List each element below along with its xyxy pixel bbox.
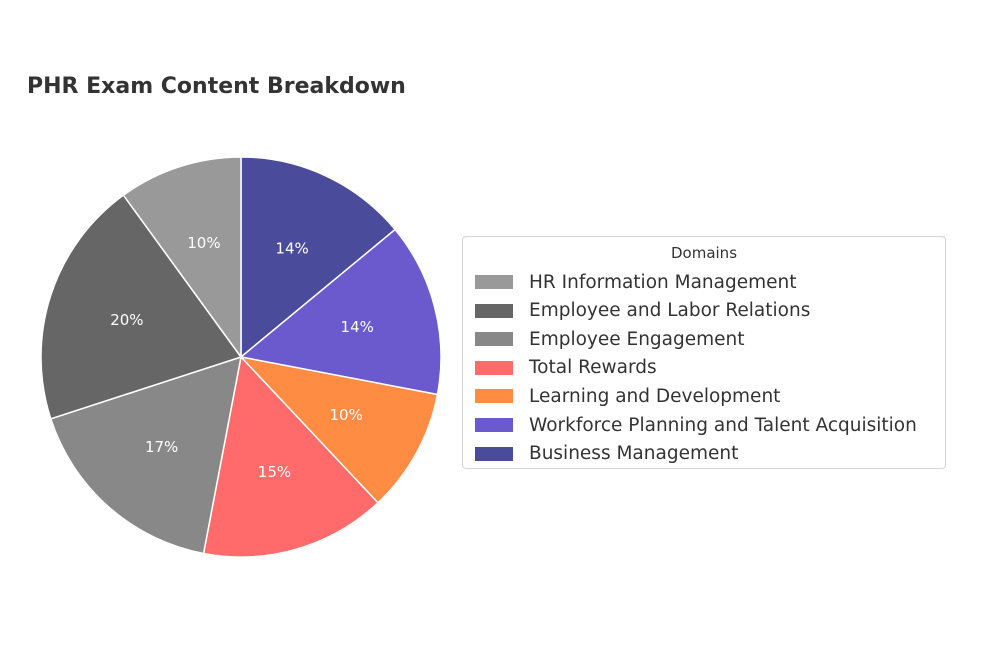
pie-pct-label: 10% bbox=[187, 234, 220, 252]
legend-label: HR Information Management bbox=[529, 271, 797, 293]
legend-item: Workforce Planning and Talent Acquisitio… bbox=[475, 414, 917, 436]
legend-swatch bbox=[475, 389, 513, 404]
pie-pct-label: 15% bbox=[258, 463, 291, 481]
legend-label: Employee and Labor Relations bbox=[529, 300, 811, 322]
chart-title: PHR Exam Content Breakdown bbox=[27, 74, 406, 99]
legend: Domains HR Information Management Employe… bbox=[462, 236, 946, 469]
pie-slice-workforce-planning-and-talent-acquisition bbox=[239, 228, 442, 396]
pie-pct-label: 20% bbox=[110, 311, 143, 329]
pie-pct-label: 10% bbox=[329, 406, 362, 424]
legend-swatch bbox=[475, 332, 513, 347]
legend-item: HR Information Management bbox=[475, 271, 796, 293]
pie-slice-business-management bbox=[240, 156, 397, 359]
pie-pct-label: 14% bbox=[275, 239, 308, 257]
legend-label: Business Management bbox=[529, 443, 739, 465]
legend-label: Employee Engagement bbox=[529, 328, 745, 350]
legend-item: Learning and Development bbox=[475, 385, 780, 407]
pie-slice-total-rewards bbox=[202, 355, 379, 558]
pie-slice-learning-and-development bbox=[238, 355, 439, 504]
legend-swatch bbox=[475, 446, 513, 461]
legend-title: Domains bbox=[670, 244, 738, 262]
legend-swatch bbox=[475, 303, 513, 318]
legend-label: Workforce Planning and Talent Acquisitio… bbox=[529, 414, 917, 436]
legend-label: Total Rewards bbox=[529, 357, 657, 379]
pie-slice-employee-and-labor-relations bbox=[40, 194, 243, 420]
pie-pct-label: 14% bbox=[341, 318, 374, 336]
legend-swatch bbox=[475, 275, 513, 289]
legend-item: Employee Engagement bbox=[475, 328, 745, 350]
legend-swatch bbox=[475, 418, 513, 432]
legend-item: Employee and Labor Relations bbox=[475, 300, 810, 322]
legend-label: Learning and Development bbox=[529, 385, 781, 407]
pie-slice-hr-information-management bbox=[122, 156, 242, 360]
legend-item: Total Rewards bbox=[475, 357, 657, 379]
legend-item: Business Management bbox=[475, 443, 738, 465]
pie-slice-employee-engagement bbox=[49, 355, 242, 555]
legend-swatch bbox=[475, 360, 513, 375]
pie-pct-label: 17% bbox=[145, 438, 178, 456]
